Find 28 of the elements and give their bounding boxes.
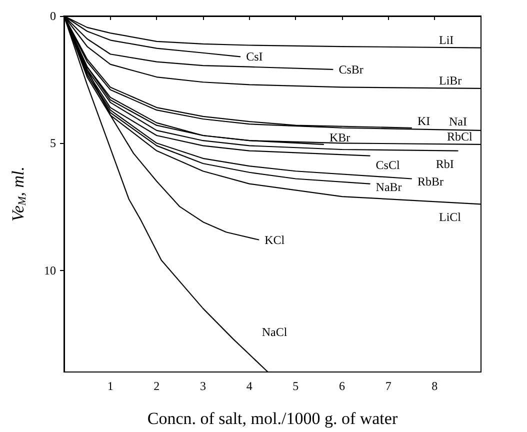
y-axis-title: VeM, ml. — [8, 166, 28, 222]
y-tick-label: 5 — [50, 136, 56, 150]
x-tick-label: 8 — [432, 379, 438, 393]
legend-label: LiI — [439, 32, 454, 47]
x-tick-label: 3 — [200, 379, 206, 393]
x-axis-title: Concn. of salt, mol./1000 g. of water — [147, 409, 398, 428]
x-tick-label: 7 — [385, 379, 392, 393]
series-label: NaBr — [376, 180, 402, 194]
y-tick-label: 0 — [50, 9, 56, 23]
series-label: KI — [418, 114, 430, 128]
x-tick-label: 5 — [292, 379, 299, 393]
series-label: NaI — [449, 114, 467, 128]
series-label: CsI — [246, 50, 263, 64]
series-label: RbCl — [447, 129, 474, 144]
series-label: KBr — [329, 130, 350, 144]
series-label: CsCl — [376, 158, 400, 172]
x-tick-label: 1 — [107, 379, 114, 393]
series-label: CsBr — [338, 62, 364, 76]
series-label: RbBr — [418, 174, 444, 189]
series-label: LiCl — [439, 210, 462, 224]
series-label: NaCl — [262, 325, 288, 339]
series-label: KCl — [264, 232, 286, 247]
x-tick-label: 6 — [339, 379, 345, 393]
x-tick-label: 4 — [246, 379, 252, 393]
x-tick-label: 2 — [154, 379, 160, 393]
series-label: LiBr — [439, 73, 462, 88]
y-tick-label: 10 — [44, 263, 56, 278]
series-label: RbI — [436, 156, 454, 171]
